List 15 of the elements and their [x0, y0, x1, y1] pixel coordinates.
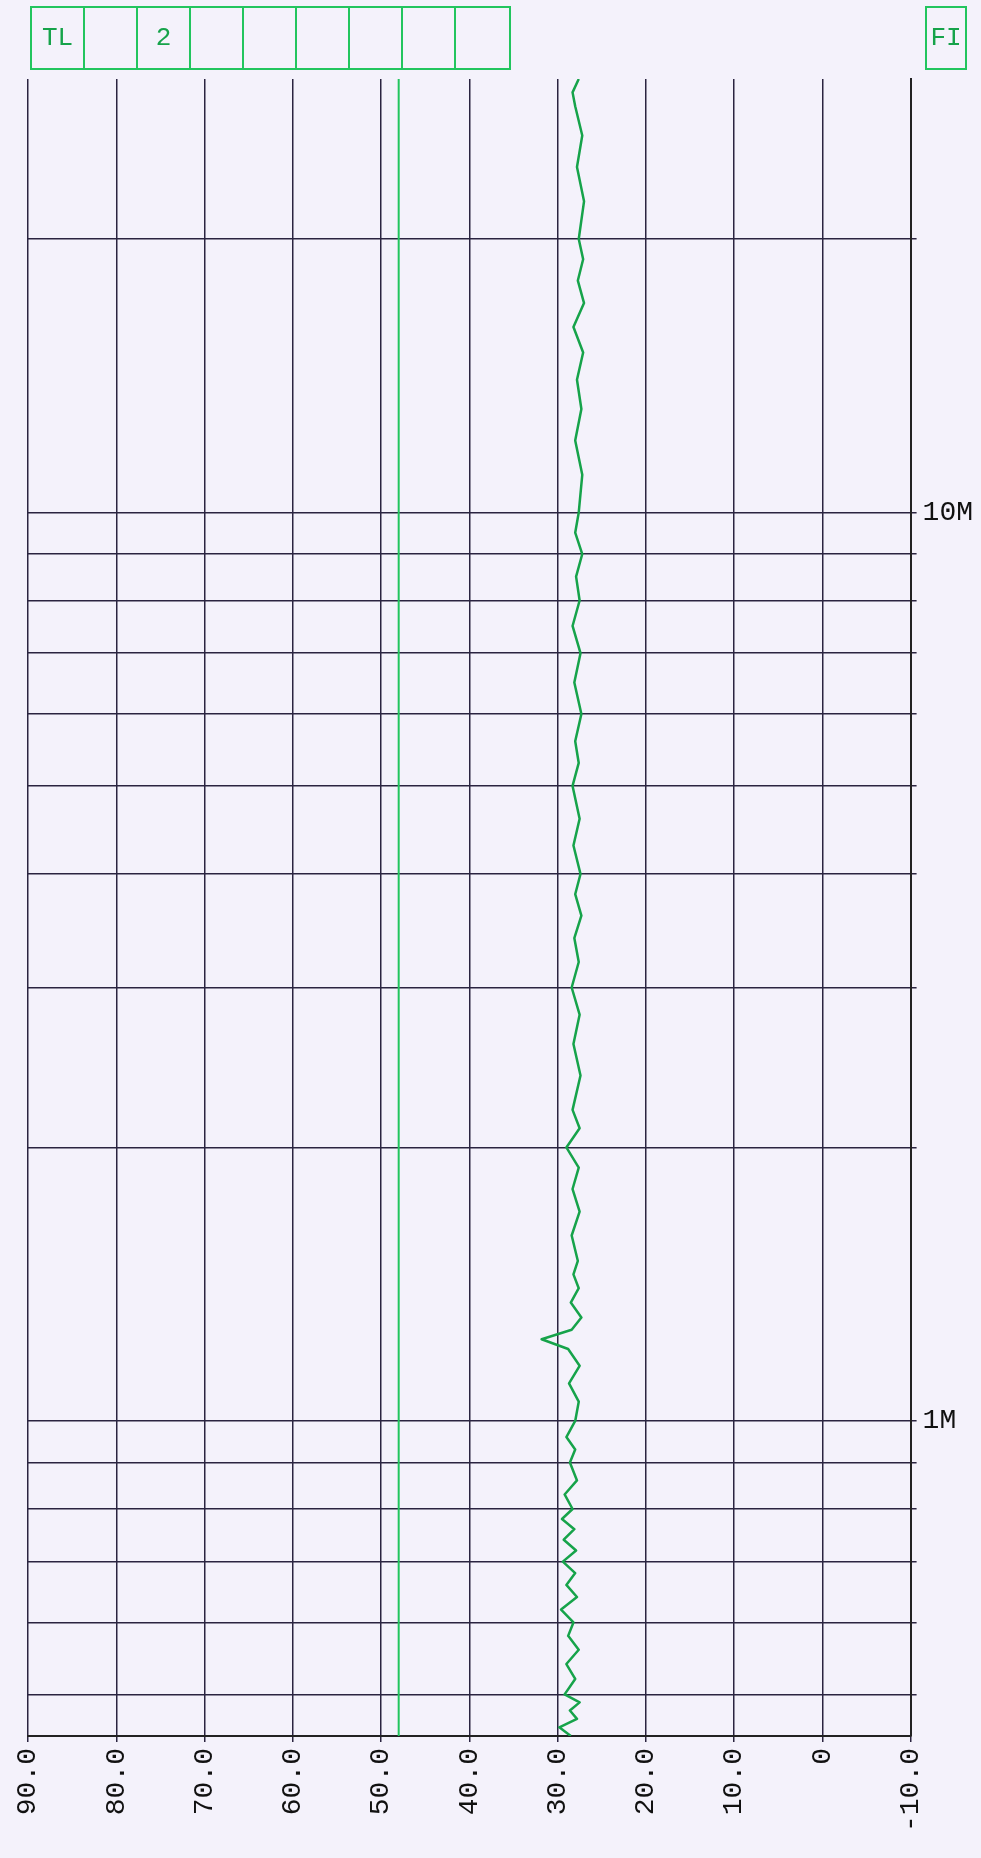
y-tick-label: 10M	[922, 496, 974, 528]
x-tick-label: 10.0	[718, 1747, 750, 1816]
x-tick-label: 50.0	[365, 1747, 397, 1816]
y-tick-label: 1M	[922, 1405, 957, 1437]
x-tick-label: 20.0	[630, 1747, 662, 1816]
x-tick-label: 60.0	[277, 1747, 309, 1816]
x-tick-label: 90.0	[12, 1747, 44, 1816]
x-tick-label: 70.0	[188, 1747, 220, 1816]
x-tick-label: 30.0	[541, 1747, 573, 1816]
x-tick-label: 0	[806, 1747, 838, 1765]
x-tick-label: 40.0	[453, 1747, 485, 1816]
x-tick-label: 80.0	[100, 1747, 132, 1816]
status-boxes: TL 2	[30, 6, 511, 70]
status-box: FI	[925, 6, 967, 70]
x-tick-label: -10.0	[895, 1747, 926, 1832]
